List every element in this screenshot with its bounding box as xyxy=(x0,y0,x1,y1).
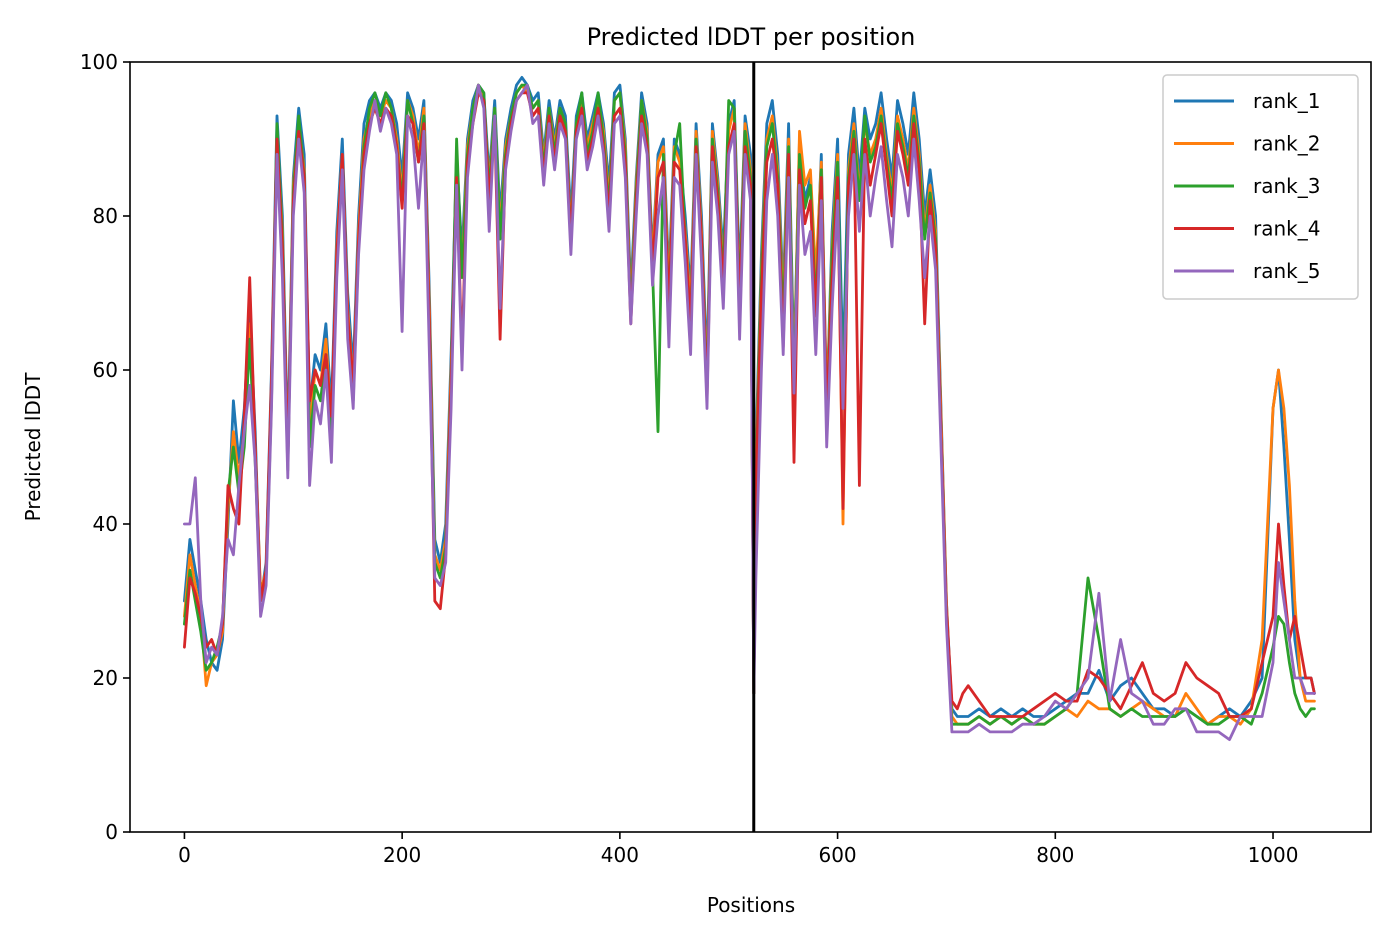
x-tick-label: 600 xyxy=(818,843,856,867)
x-tick-label: 200 xyxy=(383,843,421,867)
legend-label-rank_1: rank_1 xyxy=(1253,89,1320,113)
x-tick-label: 0 xyxy=(178,843,191,867)
y-tick-label: 80 xyxy=(93,204,118,228)
series-line-rank_5 xyxy=(182,83,1316,741)
y-tick-label: 100 xyxy=(80,50,118,74)
x-tick-label: 400 xyxy=(601,843,639,867)
x-axis: 0 200 400 600 800 1000 xyxy=(178,832,1298,867)
y-tick-label: 40 xyxy=(93,512,118,536)
legend-label-rank_5: rank_5 xyxy=(1253,259,1320,283)
y-tick-label: 60 xyxy=(93,358,118,382)
legend-frame xyxy=(1162,74,1359,300)
chart-title: Predicted lDDT per position xyxy=(587,23,916,51)
legend: rank_1 rank_2 rank_3 rank_4 rank_5 xyxy=(1162,74,1359,300)
y-tick-label: 20 xyxy=(93,666,118,690)
plot-area-frame xyxy=(129,61,1372,833)
y-axis-label: Predicted lDDT xyxy=(21,372,45,522)
y-axis: 0 20 40 60 80 100 xyxy=(80,50,130,844)
x-tick-label: 800 xyxy=(1036,843,1074,867)
x-tick-label: 1000 xyxy=(1248,843,1299,867)
series-lines xyxy=(182,76,1316,741)
legend-label-rank_4: rank_4 xyxy=(1253,217,1320,241)
x-axis-label: Positions xyxy=(707,893,795,917)
legend-label-rank_2: rank_2 xyxy=(1253,132,1320,156)
y-tick-label: 0 xyxy=(105,820,118,844)
legend-label-rank_3: rank_3 xyxy=(1253,174,1320,198)
